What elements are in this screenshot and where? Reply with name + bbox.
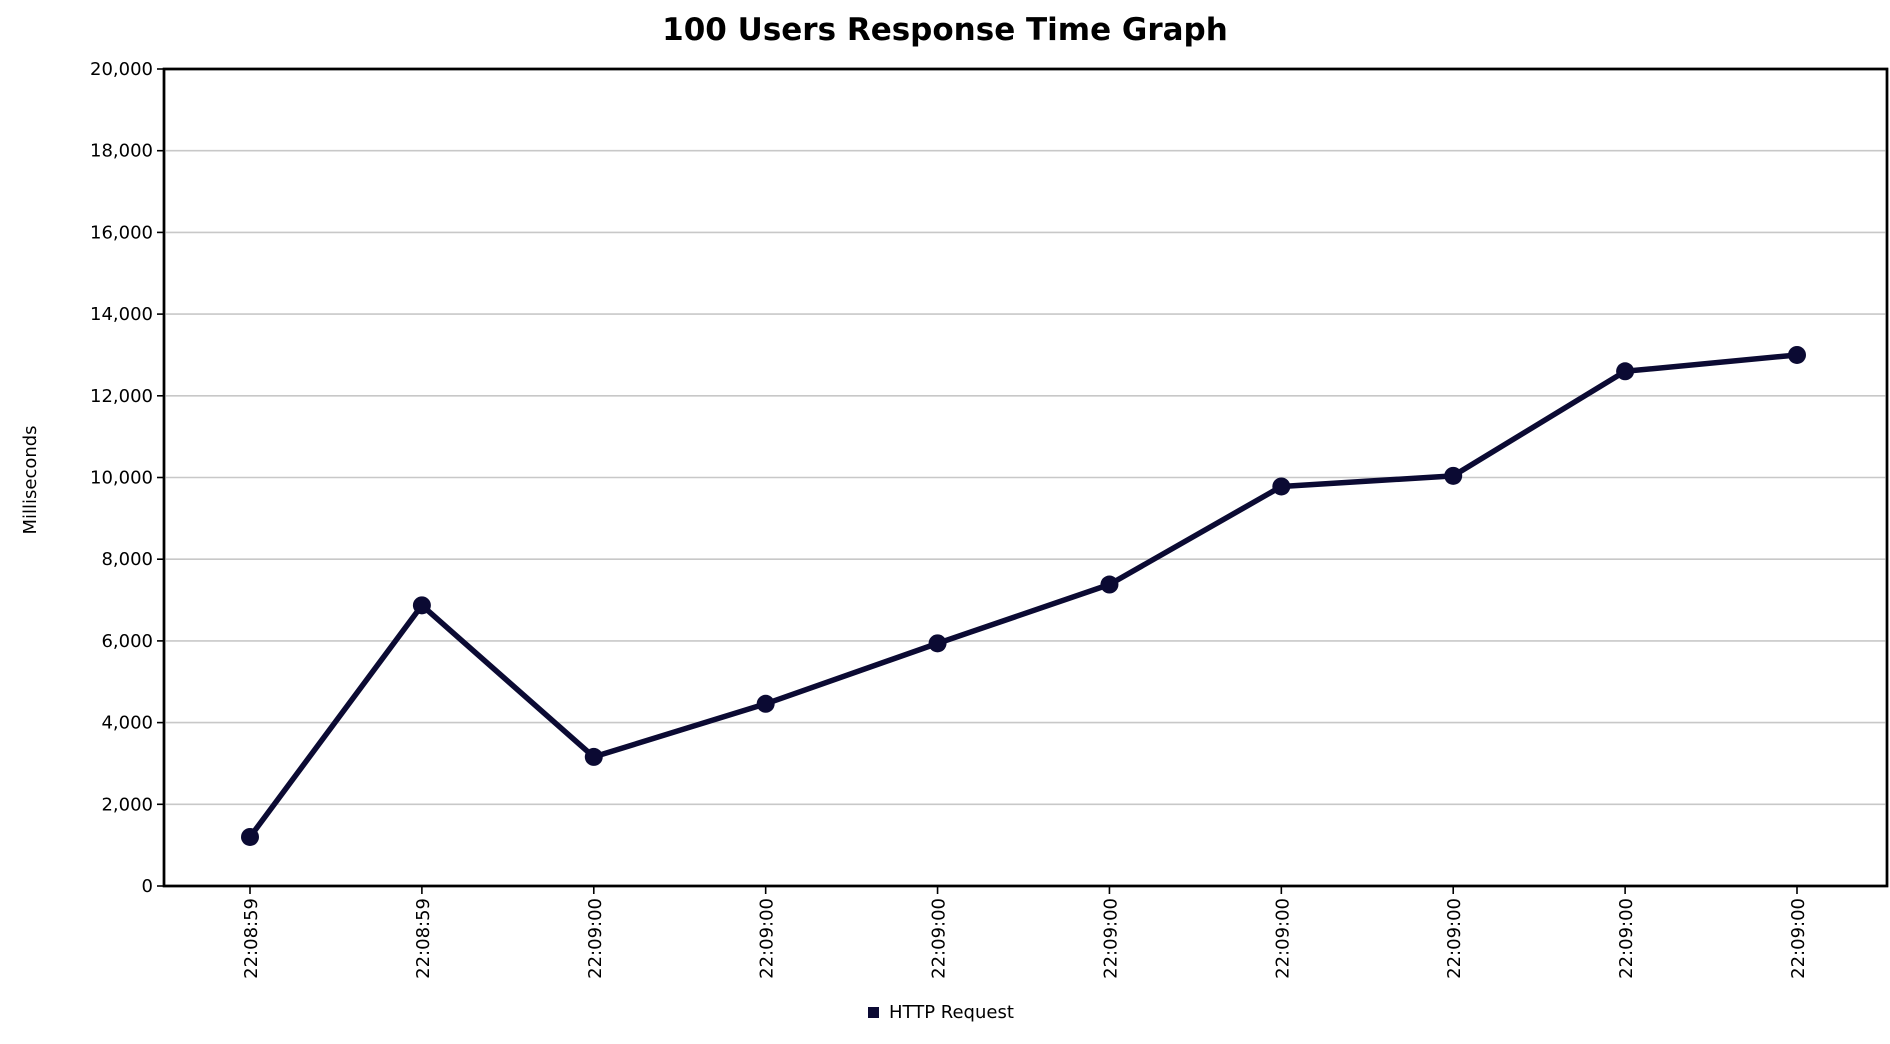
plot-border — [162, 67, 1889, 888]
y-tick-label: 6,000 — [101, 631, 153, 652]
data-point — [1616, 362, 1635, 381]
plot-area: 0 2,000 4,000 6,000 8,000 10,000 12,000 14,000 1… — [90, 59, 1889, 979]
legend: HTTP Request — [868, 1002, 1014, 1023]
data-point — [928, 634, 947, 653]
x-tick-label: 22:09:00 — [757, 898, 778, 979]
x-tick-label: 22:09:00 — [585, 898, 606, 979]
y-tick-label: 18,000 — [90, 141, 153, 162]
data-point — [756, 694, 775, 713]
legend-swatch-http-request — [868, 1007, 879, 1018]
data-point — [1100, 575, 1119, 594]
y-tick-label: 8,000 — [101, 549, 153, 570]
x-tick-label: 22:09:00 — [1616, 898, 1637, 979]
data-point — [412, 596, 431, 615]
data-point — [1444, 466, 1463, 485]
y-tick-label: 16,000 — [90, 222, 153, 243]
y-tick-label: 20,000 — [90, 59, 153, 80]
chart-title: 100 Users Response Time Graph — [662, 12, 1228, 48]
x-tick-label: 22:09:00 — [1444, 898, 1465, 979]
data-point — [584, 747, 603, 766]
x-tick-label: 22:09:00 — [1788, 898, 1809, 979]
x-tick-label: 22:08:59 — [413, 898, 434, 979]
y-tick-label: 4,000 — [101, 713, 153, 734]
data-point — [1272, 477, 1291, 496]
series-line-http-request — [247, 352, 1800, 840]
y-tick-label: 12,000 — [90, 386, 153, 407]
y-tick-label: 0 — [142, 876, 153, 897]
data-point — [1788, 345, 1806, 364]
data-point — [241, 827, 259, 846]
y-tick-label: 2,000 — [101, 794, 153, 815]
x-tick-label: 22:08:59 — [241, 898, 262, 979]
y-tick-label: 14,000 — [90, 304, 153, 325]
y-tick-label: 10,000 — [90, 468, 153, 489]
x-tick-label: 22:09:00 — [1100, 898, 1121, 979]
legend-label-http-request: HTTP Request — [889, 1002, 1014, 1023]
x-tick-label: 22:09:00 — [929, 898, 950, 979]
y-axis-label: Milliseconds — [20, 425, 41, 534]
x-tick-label: 22:09:00 — [1272, 898, 1293, 979]
